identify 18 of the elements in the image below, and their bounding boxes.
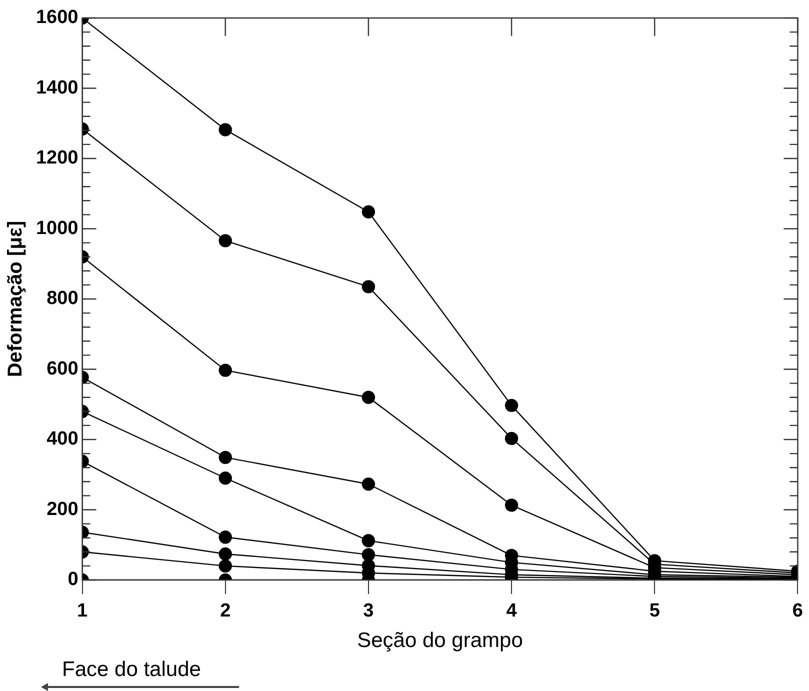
y-tick-label: 1000	[36, 218, 78, 239]
x-axis-title: Seção do grampo	[357, 629, 523, 652]
y-tick-label: 1200	[36, 148, 78, 169]
x-tick-label: 5	[649, 600, 660, 622]
y-tick-label: 800	[46, 288, 78, 310]
y-tick-label: 1400	[36, 77, 78, 98]
y-tick-label: 400	[46, 428, 78, 450]
x-tick-label: 4	[506, 600, 518, 622]
y-tick-label: 1600	[36, 7, 78, 28]
y-tick-label: 600	[46, 358, 78, 380]
y-tick-label: 200	[46, 498, 78, 520]
x-tick-label: 3	[363, 600, 374, 622]
y-tick-label: 0	[68, 569, 78, 590]
y-axis-title: Deformação [με]	[4, 220, 27, 378]
x-tick-label: 2	[220, 600, 231, 622]
text: Face do talude	[61, 658, 202, 682]
x-tick-label: 1	[76, 600, 88, 622]
x-tick-label: 6	[792, 600, 804, 622]
